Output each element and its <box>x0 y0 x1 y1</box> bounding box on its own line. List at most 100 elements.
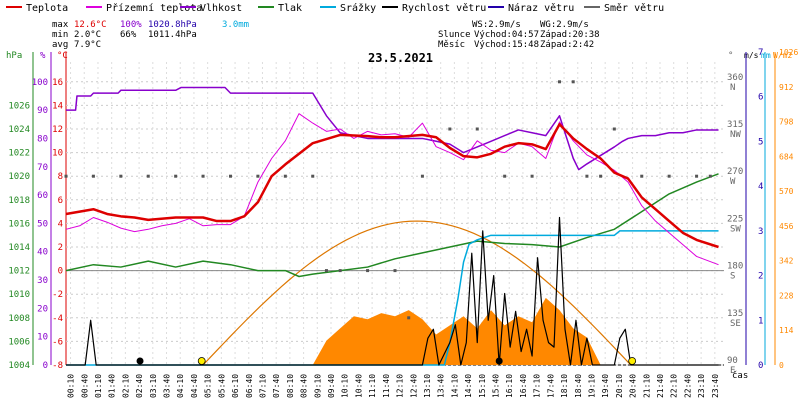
wind-direction-dot <box>407 316 411 320</box>
tick-time: 06:40 <box>245 374 254 398</box>
tick-temp: 14 <box>52 101 63 111</box>
tick-pct: 20 <box>37 304 48 314</box>
info-ws: WS:2.9m/s <box>472 20 521 30</box>
unit-temp: °C <box>57 51 68 61</box>
tick-temp: -6 <box>52 337 63 347</box>
tick-time: 07:40 <box>272 374 281 398</box>
tick-time: 20:40 <box>629 374 638 398</box>
stat-avg-temp: 7.9°C <box>74 40 101 50</box>
tick-time: 21:40 <box>656 374 665 398</box>
wind-direction-dot <box>146 174 150 178</box>
tick-hpa: 1020 <box>8 172 30 182</box>
tick-temp: -8 <box>52 361 63 371</box>
tick-pct: 30 <box>37 276 48 286</box>
info-sun-rise: Východ:04:57 <box>474 30 539 40</box>
legend-item-tlak: Tlak <box>258 3 302 14</box>
wind-direction-dot <box>91 174 95 178</box>
tick-hpa: 1022 <box>8 149 30 159</box>
stat-label-max: max <box>52 20 69 30</box>
tick-time: 22:10 <box>670 374 679 398</box>
tick-hpa: 1010 <box>8 290 30 300</box>
tick-time: 13:10 <box>423 374 432 398</box>
tick-temp: 6 <box>58 196 63 206</box>
daylight-arc <box>202 220 632 366</box>
tick-time: 17:40 <box>546 374 555 398</box>
tick-dir: SW <box>730 224 741 234</box>
wind-direction-dot <box>475 127 479 131</box>
axis-units: hPa % °C ° m/s mm W/m2 čas <box>6 51 792 381</box>
tick-pct: 0 <box>43 361 48 371</box>
tick-hpa: 1026 <box>8 101 30 111</box>
tick-dir: NW <box>730 130 741 140</box>
tick-time: 10:10 <box>341 374 350 398</box>
stat-label-min: min <box>52 30 68 40</box>
wind-direction-dot <box>640 174 644 178</box>
tick-deg: 90 <box>727 356 738 366</box>
tick-time: 00:10 <box>67 374 76 398</box>
wind-direction-dot <box>366 269 370 273</box>
wind-direction-dot <box>256 174 260 178</box>
tick-ms: 7 <box>758 48 763 58</box>
tick-time: 20:10 <box>615 374 624 398</box>
wind-direction-dot <box>708 174 712 178</box>
info-moon-set: Západ:2:42 <box>540 40 594 50</box>
legend-item-vlhkost: Vlhkost <box>180 3 242 14</box>
tick-time: 05:40 <box>217 374 226 398</box>
tick-ms: 4 <box>758 182 763 192</box>
tick-temp: 4 <box>58 219 63 229</box>
legend-item-naraz-vetru: Náraz větru <box>488 2 574 14</box>
wind-direction-dot <box>612 127 616 131</box>
tick-time: 15:40 <box>492 374 501 398</box>
tick-time: 01:40 <box>108 374 117 398</box>
legend-item-smer-vetru: Směr větru <box>584 2 664 14</box>
wind-direction-dot <box>229 174 232 178</box>
stat-max-press: 1020.8hPa <box>148 20 197 30</box>
tick-pct: 40 <box>37 248 48 258</box>
unit-wm2: W/m2 <box>773 51 792 60</box>
unit-hpa: hPa <box>6 51 22 61</box>
stat-max-hum: 100% <box>120 20 142 30</box>
moon-marker <box>136 357 144 365</box>
tick-time: 18:40 <box>574 374 583 398</box>
tick-hpa: 1016 <box>8 219 30 229</box>
tick-hpa: 1012 <box>8 267 30 277</box>
tick-hpa: 1008 <box>8 314 30 324</box>
tick-time: 06:10 <box>231 374 240 398</box>
legend: Teplota Přízemní teplota Vlhkost Tlak Sr… <box>6 2 664 14</box>
legend-label-prizemni-teplota: Přízemní teplota <box>106 2 202 14</box>
tick-temp: -2 <box>52 290 63 300</box>
legend-item-teplota: Teplota <box>6 3 68 14</box>
tick-time: 11:10 <box>368 374 377 398</box>
chart-date-title: 23.5.2021 <box>368 51 433 65</box>
stat-min-press: 1011.4hPa <box>148 30 197 40</box>
tick-time: 04:40 <box>190 374 199 398</box>
tick-time: 16:10 <box>505 374 514 398</box>
wind-direction-dot <box>448 127 452 131</box>
info-sun-label: Slunce <box>438 30 471 40</box>
stat-max-temp: 12.6°C <box>74 20 107 30</box>
tick-ms: 5 <box>758 137 763 147</box>
tick-time: 09:10 <box>313 374 322 398</box>
tick-time: 15:10 <box>478 374 487 398</box>
wind-direction-dot <box>503 174 507 178</box>
tick-time: 01:10 <box>94 374 103 398</box>
tick-dir: SE <box>730 319 741 329</box>
tick-time: 02:40 <box>135 374 144 398</box>
tick-pct: 70 <box>37 163 48 173</box>
tick-pct: 60 <box>37 191 48 201</box>
tick-time: 12:40 <box>409 374 418 398</box>
wind-direction-dot <box>201 174 205 178</box>
tick-deg: 225 <box>727 214 743 224</box>
tick-time: 17:10 <box>533 374 542 398</box>
tick-wm2: 228 <box>779 291 794 300</box>
tick-time: 03:10 <box>149 374 158 398</box>
tick-time: 13:40 <box>437 374 446 398</box>
wind-direction-dot <box>585 174 589 178</box>
tick-wm2: 570 <box>779 187 794 196</box>
tick-time: 19:40 <box>601 374 610 398</box>
info-sun-set: Západ:20:38 <box>540 30 600 40</box>
tick-temp: 2 <box>58 243 63 253</box>
